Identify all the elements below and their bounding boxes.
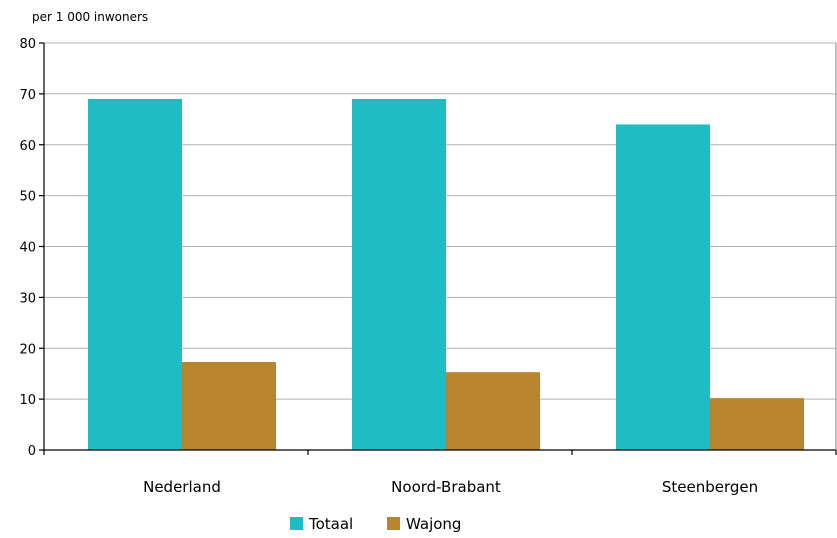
y-tick-label: 10 (19, 393, 36, 408)
y-axis-unit-label: per 1 000 inwoners (32, 10, 148, 24)
y-tick-label: 70 (19, 88, 36, 103)
legend-swatch-totaal (290, 517, 303, 530)
bar-wajong-steenbergen (710, 398, 804, 450)
y-tick-label: 40 (19, 241, 36, 256)
x-category-label: Nederland (143, 478, 221, 496)
x-axis-category-labels: Nederland Noord-Brabant Steenbergen (143, 478, 758, 496)
bar-totaal-steenbergen (616, 124, 710, 451)
x-category-label: Noord-Brabant (391, 478, 501, 496)
x-category-label: Steenbergen (662, 478, 758, 496)
axes (39, 42, 837, 455)
bar-totaal-noord-brabant (352, 98, 446, 451)
bars (88, 98, 804, 451)
y-tick-label: 50 (19, 190, 36, 205)
y-tick-label: 30 (19, 291, 36, 306)
y-tick-label: 0 (28, 444, 36, 459)
y-tick-label: 60 (19, 139, 36, 154)
y-tick-label: 80 (19, 37, 36, 52)
legend-label-totaal: Totaal (308, 515, 353, 533)
bar-totaal-nederland (88, 98, 182, 451)
bar-wajong-noord-brabant (446, 372, 540, 450)
y-tick-label: 20 (19, 342, 36, 357)
y-axis-ticks: 0 10 20 30 40 50 60 70 80 (19, 37, 36, 459)
legend: Totaal Wajong (290, 515, 461, 533)
legend-label-wajong: Wajong (406, 515, 461, 533)
bar-wajong-nederland (182, 361, 276, 450)
legend-swatch-wajong (387, 517, 400, 530)
